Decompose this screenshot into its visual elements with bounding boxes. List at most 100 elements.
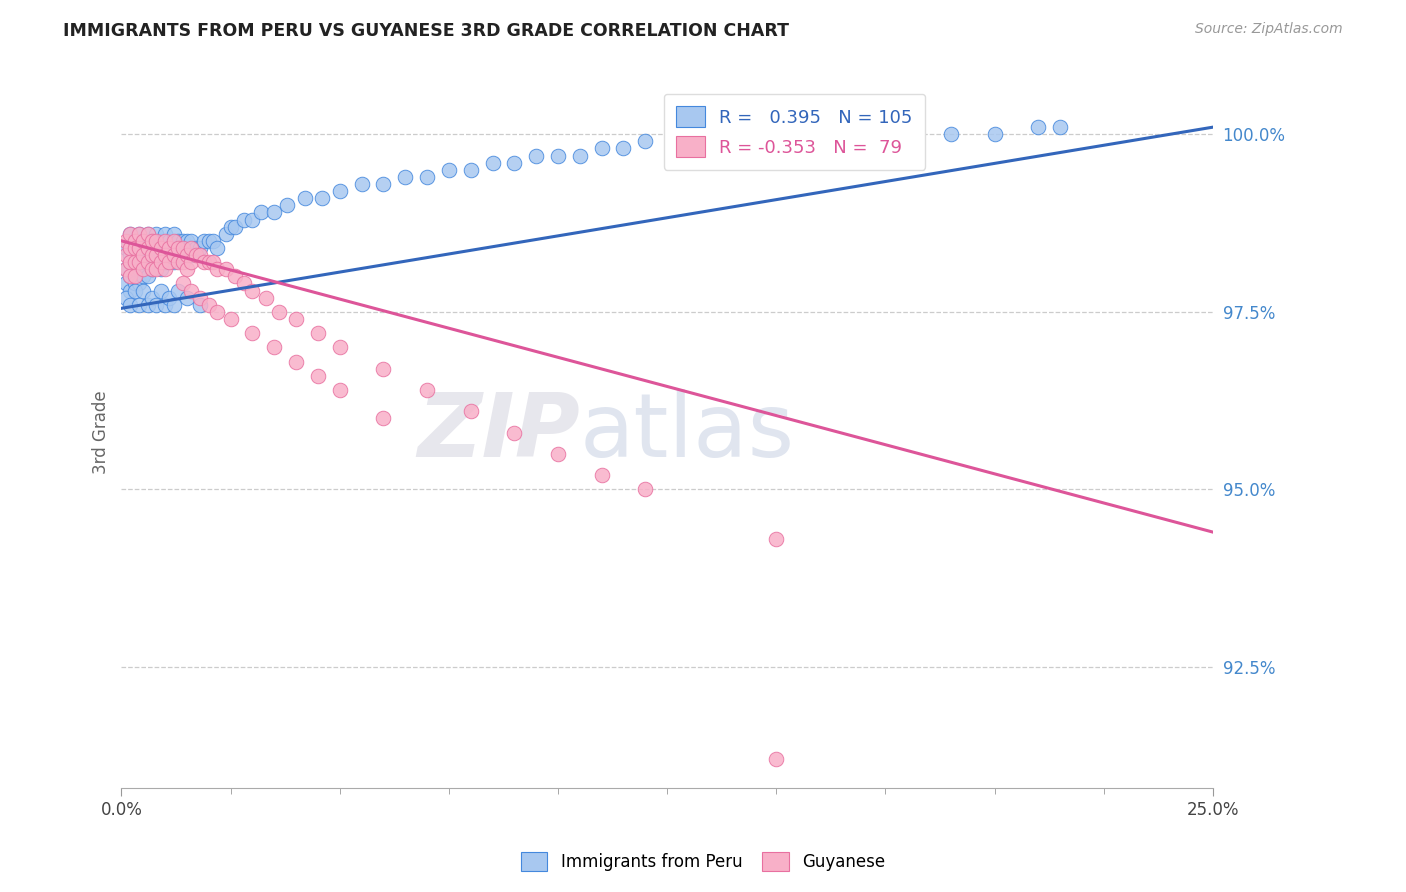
Point bbox=[145, 298, 167, 312]
Point bbox=[128, 227, 150, 241]
Point bbox=[983, 128, 1005, 142]
Point bbox=[242, 212, 264, 227]
Point bbox=[634, 483, 657, 497]
Point bbox=[329, 383, 352, 397]
Point bbox=[141, 234, 163, 248]
Point bbox=[149, 241, 172, 255]
Point bbox=[416, 383, 439, 397]
Point bbox=[634, 134, 657, 148]
Point bbox=[180, 255, 202, 269]
Point bbox=[120, 255, 142, 269]
Point bbox=[163, 298, 186, 312]
Point bbox=[132, 255, 155, 269]
Point bbox=[149, 248, 172, 262]
Point bbox=[120, 269, 142, 284]
Point bbox=[1026, 120, 1049, 135]
Point bbox=[128, 248, 150, 262]
Point bbox=[163, 227, 186, 241]
Point bbox=[437, 162, 460, 177]
Point bbox=[114, 291, 136, 305]
Point bbox=[193, 255, 215, 269]
Point bbox=[128, 255, 150, 269]
Point bbox=[176, 248, 198, 262]
Point bbox=[167, 248, 190, 262]
Point bbox=[141, 248, 163, 262]
Point bbox=[136, 298, 159, 312]
Text: ZIP: ZIP bbox=[418, 389, 579, 476]
Point bbox=[124, 277, 146, 291]
Point bbox=[176, 234, 198, 248]
Point bbox=[153, 234, 176, 248]
Point bbox=[114, 234, 136, 248]
Point bbox=[136, 227, 159, 241]
Point bbox=[167, 241, 190, 255]
Point bbox=[172, 234, 194, 248]
Point bbox=[232, 277, 254, 291]
Point bbox=[188, 298, 211, 312]
Point bbox=[202, 255, 225, 269]
Point bbox=[765, 532, 787, 546]
Point bbox=[136, 227, 159, 241]
Point bbox=[136, 269, 159, 284]
Point bbox=[163, 234, 186, 248]
Point bbox=[159, 248, 181, 262]
Point bbox=[207, 241, 229, 255]
Point bbox=[311, 191, 333, 205]
Point bbox=[163, 255, 186, 269]
Point bbox=[128, 262, 150, 277]
Point bbox=[172, 277, 194, 291]
Point bbox=[294, 191, 316, 205]
Point bbox=[193, 234, 215, 248]
Point bbox=[852, 128, 875, 142]
Point bbox=[207, 305, 229, 319]
Point bbox=[242, 284, 264, 298]
Point bbox=[176, 262, 198, 277]
Point bbox=[172, 255, 194, 269]
Point bbox=[114, 248, 136, 262]
Point bbox=[141, 234, 163, 248]
Point bbox=[721, 134, 744, 148]
Point bbox=[307, 326, 329, 341]
Point bbox=[481, 155, 503, 169]
Point bbox=[159, 255, 181, 269]
Point bbox=[547, 148, 569, 162]
Point bbox=[124, 262, 146, 277]
Point bbox=[132, 248, 155, 262]
Point bbox=[132, 262, 155, 277]
Point bbox=[114, 277, 136, 291]
Point bbox=[242, 326, 264, 341]
Point bbox=[591, 468, 613, 483]
Point bbox=[176, 291, 198, 305]
Point bbox=[276, 198, 298, 212]
Point bbox=[136, 255, 159, 269]
Point bbox=[219, 219, 242, 234]
Point bbox=[350, 177, 373, 191]
Point bbox=[153, 227, 176, 241]
Point bbox=[132, 269, 155, 284]
Point bbox=[120, 284, 142, 298]
Point bbox=[136, 241, 159, 255]
Point bbox=[149, 234, 172, 248]
Point bbox=[141, 262, 163, 277]
Point bbox=[124, 234, 146, 248]
Point bbox=[145, 248, 167, 262]
Point bbox=[136, 241, 159, 255]
Point bbox=[285, 312, 308, 326]
Point bbox=[250, 205, 273, 219]
Point bbox=[416, 169, 439, 184]
Point bbox=[373, 411, 395, 425]
Point bbox=[145, 241, 167, 255]
Point bbox=[124, 241, 146, 255]
Point bbox=[124, 241, 146, 255]
Point bbox=[197, 255, 219, 269]
Point bbox=[124, 255, 146, 269]
Point bbox=[197, 298, 219, 312]
Point bbox=[765, 128, 787, 142]
Point bbox=[180, 284, 202, 298]
Point bbox=[329, 340, 352, 354]
Point bbox=[120, 255, 142, 269]
Point bbox=[188, 241, 211, 255]
Point bbox=[503, 155, 526, 169]
Legend: Immigrants from Peru, Guyanese: Immigrants from Peru, Guyanese bbox=[512, 843, 894, 880]
Point bbox=[188, 248, 211, 262]
